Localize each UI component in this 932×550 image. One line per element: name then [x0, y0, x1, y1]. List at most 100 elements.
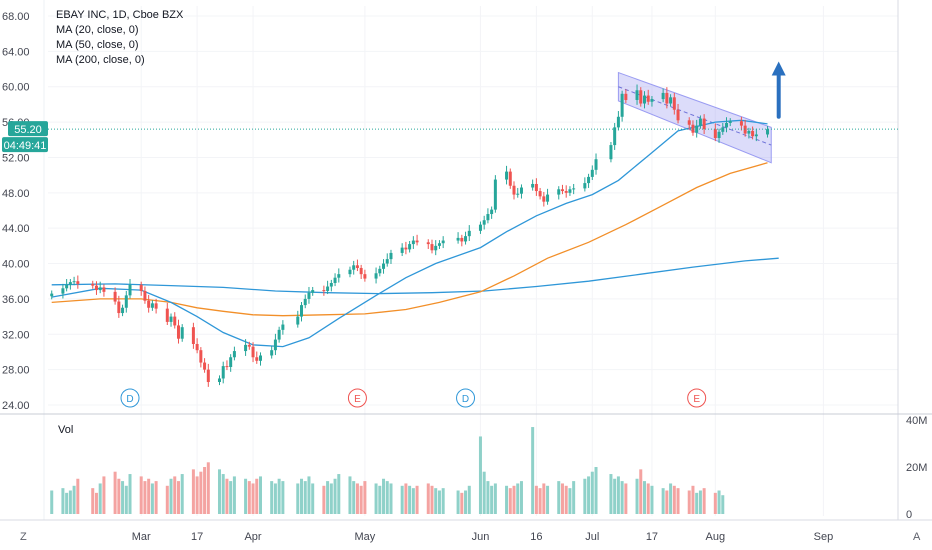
volume-bar	[206, 462, 210, 514]
last-price-box	[8, 121, 48, 137]
volume-bar	[229, 481, 233, 514]
candle-body	[180, 327, 184, 339]
volume-bar	[478, 436, 482, 514]
candle-body	[98, 287, 102, 291]
auto-scale-button[interactable]: A	[913, 531, 921, 543]
candle-body	[128, 284, 132, 296]
candle-body	[94, 285, 98, 291]
volume-bar	[232, 476, 236, 514]
candle-body	[121, 307, 125, 314]
candle-body	[117, 301, 121, 314]
time-tick-label: Sep	[814, 531, 834, 543]
candle-body	[348, 269, 352, 275]
volume-bar	[139, 476, 143, 514]
candle-body	[165, 308, 169, 322]
event-marker-label: D	[462, 394, 469, 405]
candle-body	[766, 129, 770, 135]
volume-bar	[404, 483, 408, 514]
volume-bar	[687, 490, 691, 514]
volume-bar	[326, 481, 330, 514]
volume-bar	[702, 488, 706, 514]
event-marker[interactable]	[347, 388, 367, 408]
volume-bar	[281, 481, 285, 514]
candle-body	[676, 109, 680, 121]
volume-bar	[176, 481, 180, 514]
time-tick-label: Jun	[472, 531, 490, 543]
volume-bar	[221, 474, 225, 514]
volume-bar	[154, 481, 158, 514]
candle-body	[725, 122, 729, 128]
candle-body	[147, 300, 151, 308]
price-tick-label: 60.00	[2, 82, 30, 94]
volume-bar	[672, 485, 676, 514]
event-marker-label: E	[693, 394, 700, 405]
event-marker-label: D	[126, 394, 133, 405]
volume-bar	[169, 478, 173, 514]
candlesticks	[50, 84, 770, 387]
candle-body	[322, 290, 326, 292]
legend-ma20[interactable]: MA (20, close, 0)	[56, 24, 139, 36]
legend-ma50[interactable]: MA (50, close, 0)	[56, 39, 139, 51]
candle-body	[400, 247, 404, 253]
time-tick-label: Apr	[244, 531, 261, 543]
symbol-title[interactable]: EBAY INC, 1D, Cboe BZX	[56, 9, 184, 21]
volume-bar	[411, 488, 415, 514]
volume-bar	[426, 483, 430, 514]
volume-bar	[583, 478, 587, 514]
candle-body	[493, 179, 497, 210]
candle-body	[206, 369, 210, 383]
event-marker[interactable]	[687, 388, 707, 408]
volume-bar	[531, 427, 535, 514]
channel-band	[617, 71, 772, 164]
event-marker[interactable]	[456, 388, 476, 408]
volume-bar	[199, 471, 203, 514]
countdown-box	[2, 137, 48, 153]
volume-bar	[572, 481, 576, 514]
time-tick-label: Mar	[132, 531, 151, 543]
volume-bar	[113, 471, 117, 514]
candle-body	[411, 240, 415, 245]
candle-body	[329, 282, 333, 287]
volume-bar	[277, 478, 281, 514]
candle-body	[221, 366, 225, 379]
volume-label[interactable]: Vol	[58, 424, 74, 436]
volume-bar	[460, 492, 464, 514]
legend-ma200[interactable]: MA (200, close, 0)	[56, 54, 145, 66]
volume-bar	[441, 488, 445, 514]
candle-body	[505, 171, 509, 180]
ma20-line	[51, 119, 768, 348]
volume-bar	[165, 485, 169, 514]
volume-bar	[337, 474, 341, 514]
candle-body	[437, 243, 441, 246]
volume-bar	[415, 485, 419, 514]
timezone-button[interactable]: Z	[20, 531, 27, 543]
candle-body	[590, 169, 594, 177]
price-tick-label: 32.00	[2, 329, 30, 341]
candle-body	[154, 303, 158, 309]
volume-bar	[568, 488, 572, 514]
volume-bar	[121, 481, 125, 514]
candle-body	[72, 281, 76, 283]
candle-body	[273, 339, 277, 351]
time-tick-label: 17	[191, 531, 203, 543]
volume-bar	[616, 476, 620, 514]
volume-bar	[203, 467, 207, 514]
candle-body	[698, 118, 702, 126]
descending-channel[interactable]	[617, 71, 772, 164]
annotations	[771, 61, 786, 119]
event-marker[interactable]	[120, 388, 140, 408]
candle-body	[661, 92, 665, 100]
candle-body	[583, 183, 587, 189]
candle-body	[642, 95, 646, 104]
volume-bar	[467, 485, 471, 514]
volume-bar	[493, 483, 497, 514]
candle-body	[176, 325, 180, 339]
chart-legend: EBAY INC, 1D, Cboe BZX MA (20, close, 0)…	[56, 8, 183, 68]
candle-body	[609, 145, 613, 160]
volume-bar	[512, 485, 516, 514]
price-tick-label: 48.00	[2, 188, 30, 200]
candle-body	[139, 284, 143, 291]
candle-body	[337, 274, 341, 278]
